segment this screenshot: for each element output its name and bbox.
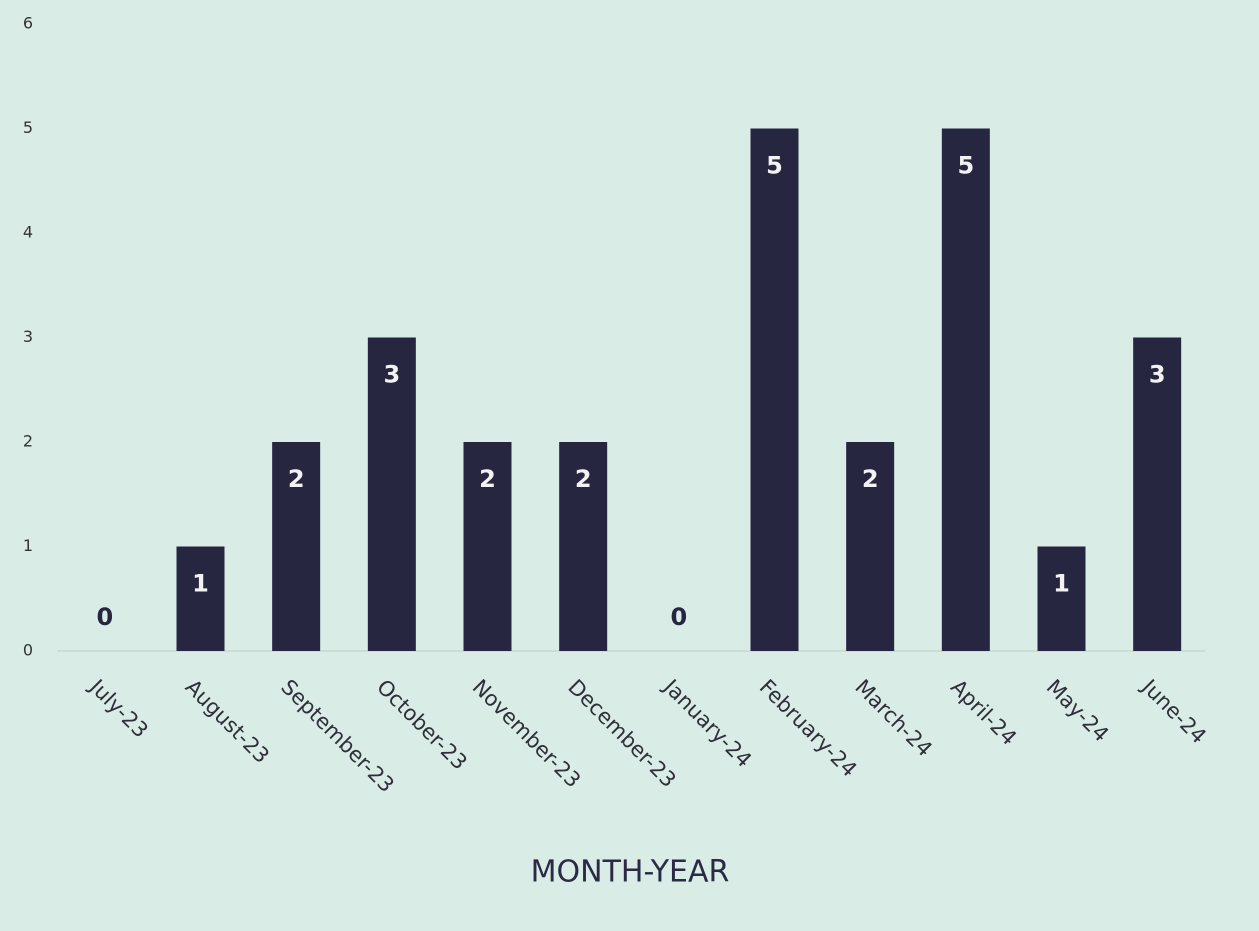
bar — [463, 442, 512, 651]
bar — [846, 442, 895, 651]
data-label: 2 — [862, 465, 879, 493]
data-label: 2 — [575, 465, 592, 493]
y-tick-label: 2 — [23, 432, 33, 451]
bar — [941, 128, 990, 651]
bar — [176, 546, 225, 651]
data-label: 3 — [1149, 361, 1166, 389]
data-label: 3 — [383, 361, 400, 389]
bar — [367, 337, 416, 651]
data-label: 5 — [766, 152, 783, 180]
y-tick-label: 3 — [23, 327, 33, 346]
data-label: 1 — [192, 570, 209, 598]
data-label: 2 — [479, 465, 496, 493]
bar — [272, 442, 321, 651]
x-axis-title: MONTH-YEAR — [531, 855, 730, 890]
data-label: 0 — [670, 603, 687, 631]
bar — [1037, 546, 1086, 651]
bar — [1133, 337, 1182, 651]
y-tick-label: 5 — [23, 118, 33, 137]
y-tick-label: 1 — [23, 536, 33, 555]
bar — [750, 128, 799, 651]
bar — [559, 442, 608, 651]
y-tick-label: 0 — [23, 641, 33, 660]
data-label: 5 — [957, 152, 974, 180]
y-tick-label: 6 — [23, 14, 33, 33]
data-label: 1 — [1053, 570, 1070, 598]
y-tick-label: 4 — [23, 223, 33, 242]
data-label: 2 — [288, 465, 305, 493]
data-label: 0 — [96, 603, 113, 631]
